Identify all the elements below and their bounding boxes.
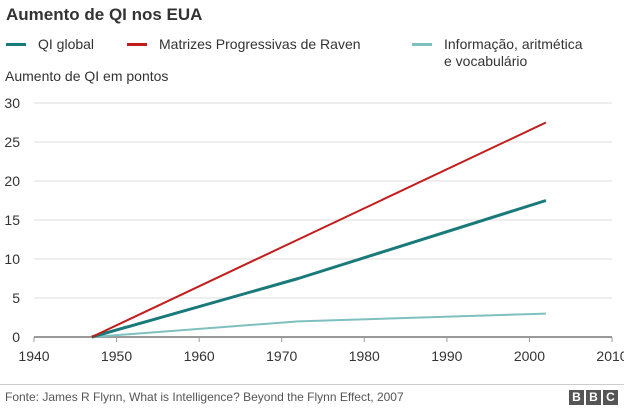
legend-swatch (6, 43, 26, 46)
y-tick-label: 15 (4, 212, 20, 228)
legend-label: QI global (38, 36, 95, 52)
legend-item-qi-global: QI global (6, 36, 94, 53)
x-tick-label: 1940 (18, 348, 49, 364)
legend-swatch (412, 43, 432, 46)
x-tick-label: 1960 (184, 348, 215, 364)
legend: QI global Matrizes Progressivas de Raven… (6, 36, 618, 76)
chart-title: Aumento de QI nos EUA (6, 5, 203, 24)
x-tick-label: 1990 (431, 348, 462, 364)
y-tick-label: 5 (12, 290, 20, 306)
y-tick-label: 0 (12, 329, 20, 345)
bbc-logo: B B C (569, 390, 618, 405)
x-tick-label: 1950 (101, 348, 132, 364)
legend-swatch (127, 43, 147, 46)
logo-letter: B (569, 390, 584, 405)
y-tick-label: 10 (4, 251, 20, 267)
legend-label: Informação, aritmética e vocabulário (444, 36, 583, 69)
y-tick-label: 20 (4, 173, 20, 189)
series-line (91, 121, 547, 338)
legend-label: Matrizes Progressivas de Raven (159, 36, 361, 52)
x-tick-label: 2000 (514, 348, 545, 364)
logo-letter: B (586, 390, 601, 405)
x-tick-label: 1980 (349, 348, 380, 364)
y-axis-label: Aumento de QI em pontos (5, 68, 169, 84)
source-note: Fonte: James R Flynn, What is Intelligen… (5, 390, 404, 404)
legend-item-informacao: Informação, aritmética e vocabulário (412, 36, 583, 70)
y-tick-label: 30 (4, 95, 20, 111)
logo-letter: C (603, 390, 618, 405)
series-line (91, 199, 547, 339)
y-tick-label: 25 (4, 134, 20, 150)
x-tick-label: 1970 (266, 348, 297, 364)
legend-item-raven: Matrizes Progressivas de Raven (127, 36, 361, 53)
series-line (91, 312, 546, 338)
footer-divider (0, 384, 624, 385)
x-tick-label: 2010 (596, 348, 624, 364)
